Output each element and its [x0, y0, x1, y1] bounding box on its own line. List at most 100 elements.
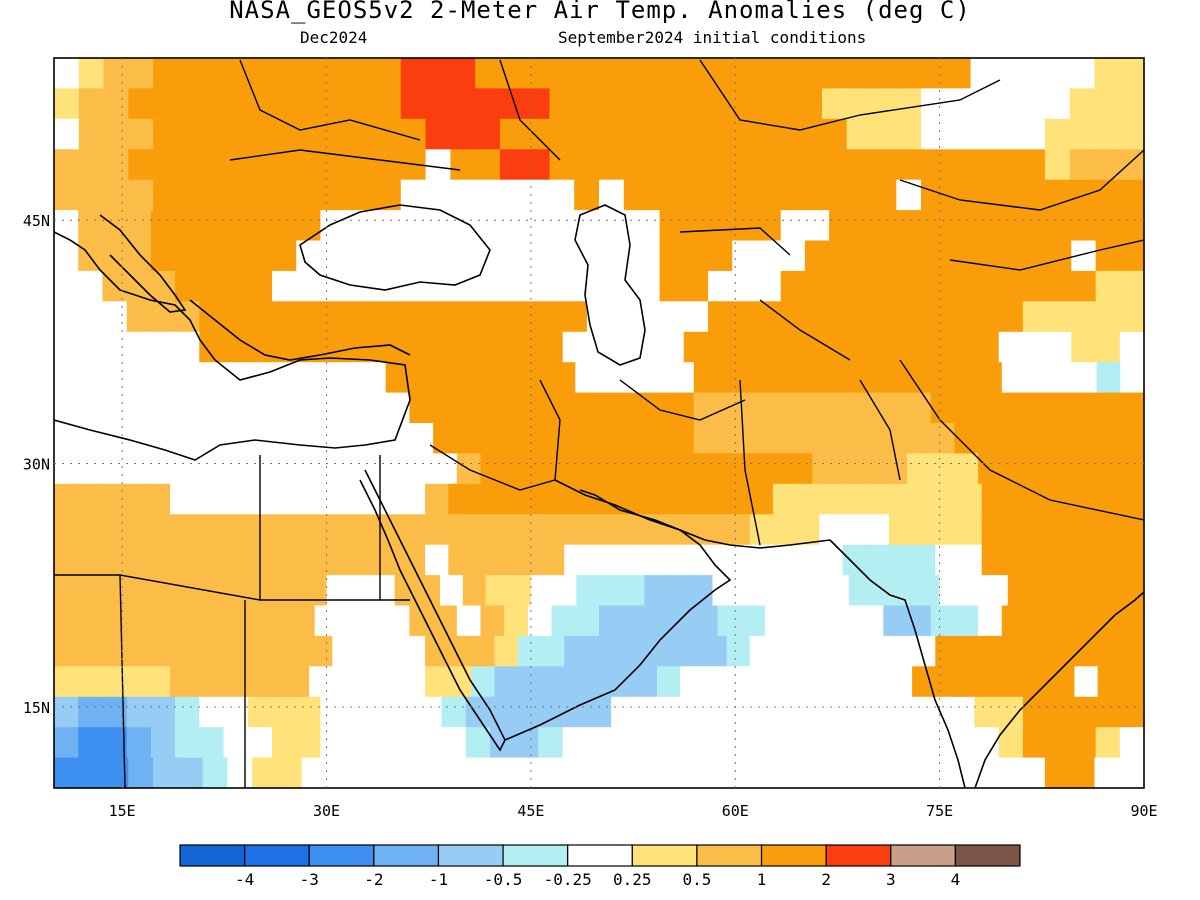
anomaly-cell — [524, 149, 551, 181]
anomaly-cell — [1022, 301, 1048, 333]
anomaly-cell — [1004, 635, 1029, 668]
anomaly-cell — [978, 362, 1003, 394]
anomaly-cell — [921, 118, 947, 150]
anomaly-cell — [227, 149, 253, 181]
anomaly-cell — [657, 635, 681, 668]
anomaly-cell — [126, 696, 152, 728]
anomaly-cell — [123, 544, 148, 576]
longitude-label: 15E — [109, 802, 136, 820]
anomaly-cell — [1028, 635, 1052, 668]
anomaly-cell — [480, 392, 505, 424]
anomaly-cell — [680, 635, 705, 668]
anomaly-cell — [935, 514, 960, 546]
anomaly-cell — [633, 666, 658, 698]
anomaly-cell — [877, 331, 903, 363]
anomaly-cell — [514, 727, 540, 759]
anomaly-cell — [670, 605, 695, 637]
anomaly-cell — [998, 210, 1024, 242]
anomaly-cell — [741, 423, 766, 455]
anomaly-cell — [376, 118, 402, 150]
anomaly-cell — [475, 179, 501, 211]
anomaly-cell — [646, 453, 671, 485]
anomaly-cell — [1072, 362, 1098, 394]
anomaly-cell — [804, 727, 830, 759]
anomaly-cell — [848, 575, 873, 607]
anomaly-cell — [401, 544, 426, 576]
anomaly-cell — [441, 270, 467, 303]
anomaly-cell — [128, 757, 154, 788]
anomaly-cell — [1047, 210, 1073, 242]
anomaly-cell — [865, 635, 890, 668]
anomaly-cell — [78, 210, 104, 242]
anomaly-cell — [485, 575, 509, 607]
anomaly-cell — [378, 514, 403, 546]
anomaly-cell — [272, 210, 297, 242]
anomaly-cell — [749, 544, 774, 576]
anomaly-cell — [726, 635, 751, 668]
anomaly-cell — [1028, 514, 1052, 546]
anomaly-cell — [1071, 301, 1097, 333]
anomaly-cell — [471, 544, 496, 576]
anomaly-cell — [1001, 423, 1027, 455]
anomaly-cell — [896, 88, 922, 120]
anomaly-cell — [633, 483, 658, 515]
anomaly-cell — [1120, 423, 1144, 455]
anomaly-cell — [320, 301, 346, 333]
anomaly-cell — [227, 118, 253, 150]
anomaly-cell — [772, 58, 798, 90]
anomaly-cell — [586, 270, 612, 303]
anomaly-cell — [54, 179, 80, 211]
anomaly-cell — [425, 514, 450, 546]
red-sea-coast — [359, 469, 506, 752]
anomaly-cell — [749, 666, 774, 698]
anomaly-cell — [54, 483, 78, 515]
anomaly-cell — [1047, 240, 1073, 272]
anomaly-cell — [871, 88, 898, 120]
anomaly-cell — [950, 240, 976, 272]
anomaly-cell — [126, 727, 152, 759]
anomaly-cell — [846, 149, 873, 181]
anomaly-cell — [954, 362, 979, 394]
anomaly-cell — [846, 58, 873, 90]
anomaly-cell — [1096, 423, 1122, 455]
anomaly-cell — [764, 423, 790, 455]
anomaly-cell — [1044, 179, 1071, 211]
anomaly-cell — [926, 301, 951, 333]
anomaly-cell — [490, 696, 515, 728]
colorbar-swatch — [308, 844, 375, 867]
anomaly-cell — [575, 453, 600, 485]
anomaly-cell — [371, 575, 396, 607]
anomaly-cell — [291, 605, 316, 637]
anomaly-cell — [599, 575, 623, 607]
anomaly-cell — [859, 392, 885, 424]
anomaly-cell — [648, 118, 675, 150]
anomaly-cell — [125, 605, 150, 637]
anomaly-cell — [393, 696, 419, 728]
anomaly-cell — [981, 544, 1006, 576]
colorbar-label: 0.25 — [613, 870, 652, 889]
anomaly-cell — [262, 666, 287, 698]
anomaly-cell — [912, 483, 937, 515]
latitude-label: 30N — [23, 456, 50, 474]
anomaly-cell — [514, 210, 540, 242]
anomaly-cell — [219, 605, 245, 637]
anomaly-cell — [433, 392, 458, 424]
anomaly-cell — [54, 240, 79, 272]
anomaly-cell — [490, 727, 515, 759]
anomaly-cell — [199, 210, 225, 242]
anomaly-cell — [247, 301, 273, 333]
anomaly-cell — [1020, 118, 1046, 150]
anomaly-cell — [995, 757, 1021, 788]
anomaly-cell — [170, 514, 194, 546]
anomaly-cell — [301, 88, 328, 120]
anomaly-cell — [524, 58, 551, 90]
anomaly-cell — [344, 727, 370, 759]
anomaly-cell — [995, 58, 1021, 90]
anomaly-cell — [648, 757, 675, 788]
anomaly-cell — [732, 727, 758, 759]
anomaly-cell — [646, 423, 671, 455]
anomaly-cell — [272, 240, 297, 272]
anomaly-cell — [926, 696, 951, 728]
anomaly-cell — [153, 118, 179, 150]
anomaly-cell — [199, 270, 225, 303]
